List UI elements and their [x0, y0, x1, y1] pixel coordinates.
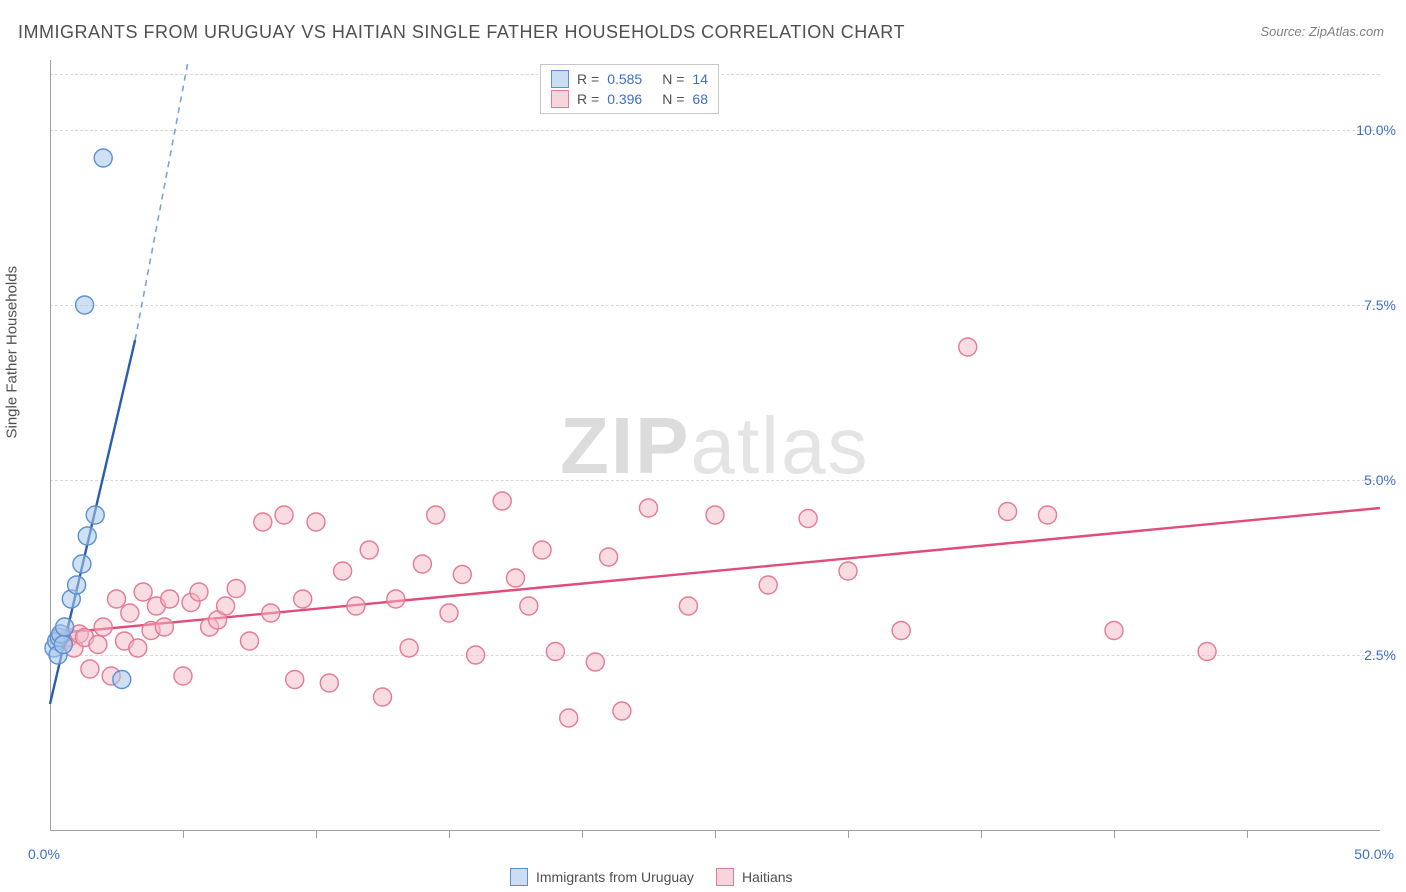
chart-container: IMMIGRANTS FROM URUGUAY VS HAITIAN SINGL… [0, 0, 1406, 892]
haitians-point [286, 671, 304, 689]
legend-n-label: N = [662, 71, 684, 87]
haitians-point [613, 702, 631, 720]
haitians-point [533, 541, 551, 559]
uruguay-point [54, 636, 72, 654]
haitians-point [546, 643, 564, 661]
haitians-point [799, 510, 817, 528]
x-origin-label: 0.0% [28, 846, 60, 862]
haitians-point [1039, 506, 1057, 524]
haitians-point [294, 590, 312, 608]
haitians-point [427, 506, 445, 524]
haitians-point [320, 674, 338, 692]
haitians-point [347, 597, 365, 615]
haitians-point [134, 583, 152, 601]
haitians-trend-line [50, 508, 1380, 634]
source-attribution: Source: ZipAtlas.com [1260, 24, 1384, 39]
legend-swatch [716, 868, 734, 886]
haitians-point [161, 590, 179, 608]
legend-swatch [551, 70, 569, 88]
haitians-point [453, 566, 471, 584]
y-tick-label: 7.5% [1364, 297, 1396, 313]
y-axis-label: Single Father Households [4, 266, 21, 439]
legend-swatch [551, 90, 569, 108]
legend-r-value: 0.585 [607, 71, 642, 87]
legend-stats: R = 0.585 N = 14 R = 0.396 N = 68 [540, 64, 719, 114]
haitians-point [600, 548, 618, 566]
legend-stats-row: R = 0.585 N = 14 [551, 69, 708, 89]
uruguay-point [86, 506, 104, 524]
haitians-point [892, 622, 910, 640]
haitians-point [360, 541, 378, 559]
uruguay-point [68, 576, 86, 594]
haitians-point [81, 660, 99, 678]
haitians-point [1105, 622, 1123, 640]
haitians-point [1198, 643, 1216, 661]
haitians-point [89, 636, 107, 654]
haitians-point [374, 688, 392, 706]
legend-series: Immigrants from Uruguay Haitians [510, 868, 793, 886]
haitians-point [520, 597, 538, 615]
legend-r-label: R = [577, 71, 599, 87]
haitians-point [262, 604, 280, 622]
haitians-point [640, 499, 658, 517]
legend-swatch [510, 868, 528, 886]
y-tick-label: 10.0% [1356, 122, 1396, 138]
haitians-point [999, 503, 1017, 521]
uruguay-point [76, 296, 94, 314]
legend-series-item: Haitians [716, 868, 793, 886]
haitians-point [400, 639, 418, 657]
y-tick-label: 5.0% [1364, 472, 1396, 488]
haitians-point [155, 618, 173, 636]
legend-n-value: 68 [692, 91, 708, 107]
uruguay-point [94, 149, 112, 167]
haitians-point [413, 555, 431, 573]
legend-n-value: 14 [692, 71, 708, 87]
haitians-point [190, 583, 208, 601]
uruguay-point [78, 527, 96, 545]
haitians-point [440, 604, 458, 622]
legend-r-label: R = [577, 91, 599, 107]
uruguay-point [56, 618, 74, 636]
legend-series-item: Immigrants from Uruguay [510, 868, 694, 886]
uruguay-trend-dash [135, 60, 188, 340]
haitians-point [241, 632, 259, 650]
haitians-point [387, 590, 405, 608]
haitians-point [108, 590, 126, 608]
haitians-point [174, 667, 192, 685]
haitians-point [560, 709, 578, 727]
legend-series-label: Haitians [742, 869, 793, 885]
haitians-point [94, 618, 112, 636]
legend-stats-row: R = 0.396 N = 68 [551, 89, 708, 109]
legend-series-label: Immigrants from Uruguay [536, 869, 694, 885]
haitians-point [467, 646, 485, 664]
haitians-point [254, 513, 272, 531]
haitians-point [129, 639, 147, 657]
haitians-point [334, 562, 352, 580]
haitians-point [217, 597, 235, 615]
haitians-point [121, 604, 139, 622]
legend-r-value: 0.396 [607, 91, 642, 107]
haitians-point [227, 580, 245, 598]
haitians-point [507, 569, 525, 587]
uruguay-point [113, 671, 131, 689]
uruguay-point [73, 555, 91, 573]
x-max-label: 50.0% [1354, 846, 1394, 862]
plot-svg [50, 60, 1380, 830]
haitians-point [679, 597, 697, 615]
legend-n-label: N = [662, 91, 684, 107]
y-tick-label: 2.5% [1364, 647, 1396, 663]
haitians-point [706, 506, 724, 524]
haitians-point [839, 562, 857, 580]
haitians-point [275, 506, 293, 524]
haitians-point [307, 513, 325, 531]
haitians-point [759, 576, 777, 594]
chart-title: IMMIGRANTS FROM URUGUAY VS HAITIAN SINGL… [18, 22, 905, 43]
haitians-point [959, 338, 977, 356]
haitians-point [493, 492, 511, 510]
haitians-point [586, 653, 604, 671]
